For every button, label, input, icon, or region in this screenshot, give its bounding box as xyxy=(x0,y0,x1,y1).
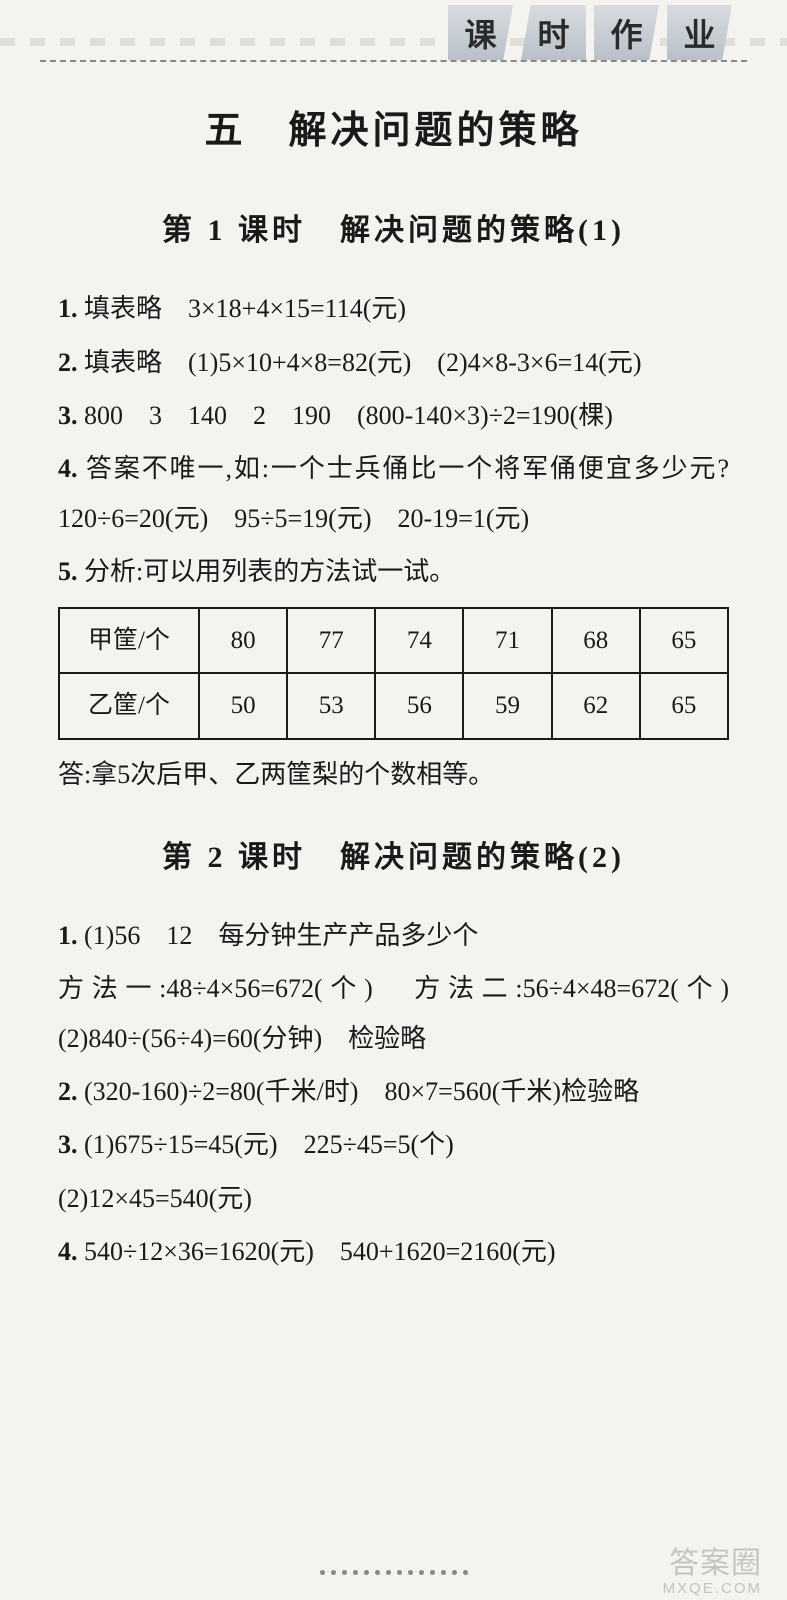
tab-1: 课 xyxy=(448,5,513,60)
lesson1-item2: 2. 填表略 (1)5×10+4×8=82(元) (2)4×8-3×6=14(元… xyxy=(58,338,729,387)
table-cell: 80 xyxy=(199,608,287,674)
item-number: 2. xyxy=(58,348,78,377)
table-cell: 77 xyxy=(287,608,375,674)
table-cell: 59 xyxy=(463,673,551,739)
table-row: 乙筐/个 50 53 56 59 62 65 xyxy=(59,673,728,739)
item-text: 填表略 (1)5×10+4×8=82(元) (2)4×8-3×6=14(元) xyxy=(84,348,642,377)
lesson1-item1: 1. 填表略 3×18+4×15=114(元) xyxy=(58,284,729,333)
lesson1-table: 甲筐/个 80 77 74 71 68 65 乙筐/个 50 53 56 59 … xyxy=(58,607,729,740)
watermark-sub: MXQE.COM xyxy=(663,1580,762,1597)
table-cell: 68 xyxy=(552,608,640,674)
dot-icon xyxy=(452,1570,457,1575)
dot-icon xyxy=(430,1570,435,1575)
table-cell: 甲筐/个 xyxy=(59,608,199,674)
dot-icon xyxy=(419,1570,424,1575)
item-number: 3. xyxy=(58,1130,78,1159)
table-row: 甲筐/个 80 77 74 71 68 65 xyxy=(59,608,728,674)
dot-icon xyxy=(375,1570,380,1575)
tab-2: 时 xyxy=(521,5,586,60)
item-text: 540÷12×36=1620(元) 540+1620=2160(元) xyxy=(84,1237,556,1266)
dot-icon xyxy=(364,1570,369,1575)
lesson2-item2: 2. (320-160)÷2=80(千米/时) 80×7=560(千米)检验略 xyxy=(58,1067,729,1116)
header-divider xyxy=(40,60,747,62)
dot-icon xyxy=(386,1570,391,1575)
table-cell: 65 xyxy=(640,608,728,674)
lesson2-title: 第 2 课时 解决问题的策略(2) xyxy=(58,829,729,886)
item-number: 2. xyxy=(58,1077,78,1106)
table-cell: 65 xyxy=(640,673,728,739)
lesson1-item3: 3. 800 3 140 2 190 (800-140×3)÷2=190(棵) xyxy=(58,391,729,440)
dot-icon xyxy=(342,1570,347,1575)
table-cell: 62 xyxy=(552,673,640,739)
dot-icon xyxy=(353,1570,358,1575)
table-cell: 56 xyxy=(375,673,463,739)
watermark-main: 答案圈 xyxy=(669,1538,762,1582)
chapter-title: 五 解决问题的策略 xyxy=(58,95,729,167)
item-text: (1)675÷15=45(元) 225÷45=5(个) xyxy=(84,1130,454,1159)
item-number: 3. xyxy=(58,401,78,430)
item-text: (1)56 12 每分钟生产产品多少个 xyxy=(84,921,478,950)
lesson2-item4: 4. 540÷12×36=1620(元) 540+1620=2160(元) xyxy=(58,1227,729,1276)
tab-4: 业 xyxy=(667,5,732,60)
lesson2-item3b: (2)12×45=540(元) xyxy=(58,1174,729,1223)
item-number: 4. xyxy=(58,1237,78,1266)
table-cell: 74 xyxy=(375,608,463,674)
footer-decoration xyxy=(40,1570,747,1580)
table-cell: 乙筐/个 xyxy=(59,673,199,739)
item-number: 5. xyxy=(58,557,78,586)
lesson2-item3: 3. (1)675÷15=45(元) 225÷45=5(个) xyxy=(58,1120,729,1169)
item-text: 填表略 3×18+4×15=114(元) xyxy=(84,294,406,323)
tab-3: 作 xyxy=(594,5,659,60)
table-cell: 53 xyxy=(287,673,375,739)
item-text: (320-160)÷2=80(千米/时) 80×7=560(千米)检验略 xyxy=(84,1077,639,1106)
lesson2-item1b: 方法一:48÷4×56=672(个) 方法二:56÷4×48=672(个) (2… xyxy=(58,964,729,1063)
dot-icon xyxy=(331,1570,336,1575)
lesson1-title: 第 1 课时 解决问题的策略(1) xyxy=(58,202,729,259)
lesson1-answer: 答:拿5次后甲、乙两筐梨的个数相等。 xyxy=(58,750,729,799)
header-tabs: 课 时 作 业 xyxy=(448,5,732,60)
lesson2-item1: 1. (1)56 12 每分钟生产产品多少个 xyxy=(58,911,729,960)
table-cell: 50 xyxy=(199,673,287,739)
dot-icon xyxy=(463,1570,468,1575)
item-number: 1. xyxy=(58,921,78,950)
item-text: 800 3 140 2 190 (800-140×3)÷2=190(棵) xyxy=(84,401,613,430)
lesson1-item5: 5. 分析:可以用列表的方法试一试。 xyxy=(58,547,729,596)
page-content: 五 解决问题的策略 第 1 课时 解决问题的策略(1) 1. 填表略 3×18+… xyxy=(58,95,729,1540)
item-text: 答案不唯一,如:一个士兵俑比一个将军俑便宜多少元? 120÷6=20(元) 95… xyxy=(58,454,755,532)
lesson1-item4: 4. 答案不唯一,如:一个士兵俑比一个将军俑便宜多少元? 120÷6=20(元)… xyxy=(58,444,729,543)
dot-icon xyxy=(408,1570,413,1575)
item-text: 分析:可以用列表的方法试一试。 xyxy=(84,557,455,586)
item-number: 1. xyxy=(58,294,78,323)
dot-icon xyxy=(320,1570,325,1575)
dot-icon xyxy=(441,1570,446,1575)
dot-icon xyxy=(397,1570,402,1575)
item-number: 4. xyxy=(58,454,78,483)
table-cell: 71 xyxy=(463,608,551,674)
